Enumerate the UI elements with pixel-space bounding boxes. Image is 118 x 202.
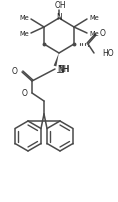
Text: Me: Me [89,15,99,21]
Text: O: O [21,88,27,98]
Text: N: N [56,14,62,22]
Text: Me: Me [19,31,29,37]
Text: O: O [12,67,18,77]
Text: N̅H: N̅H [57,65,69,75]
Text: NH: NH [58,64,70,74]
Text: Me: Me [19,15,29,21]
Text: O: O [100,29,106,39]
Polygon shape [54,53,59,66]
Text: HO: HO [102,48,114,58]
Text: Me: Me [89,31,99,37]
Text: OH: OH [54,1,66,11]
